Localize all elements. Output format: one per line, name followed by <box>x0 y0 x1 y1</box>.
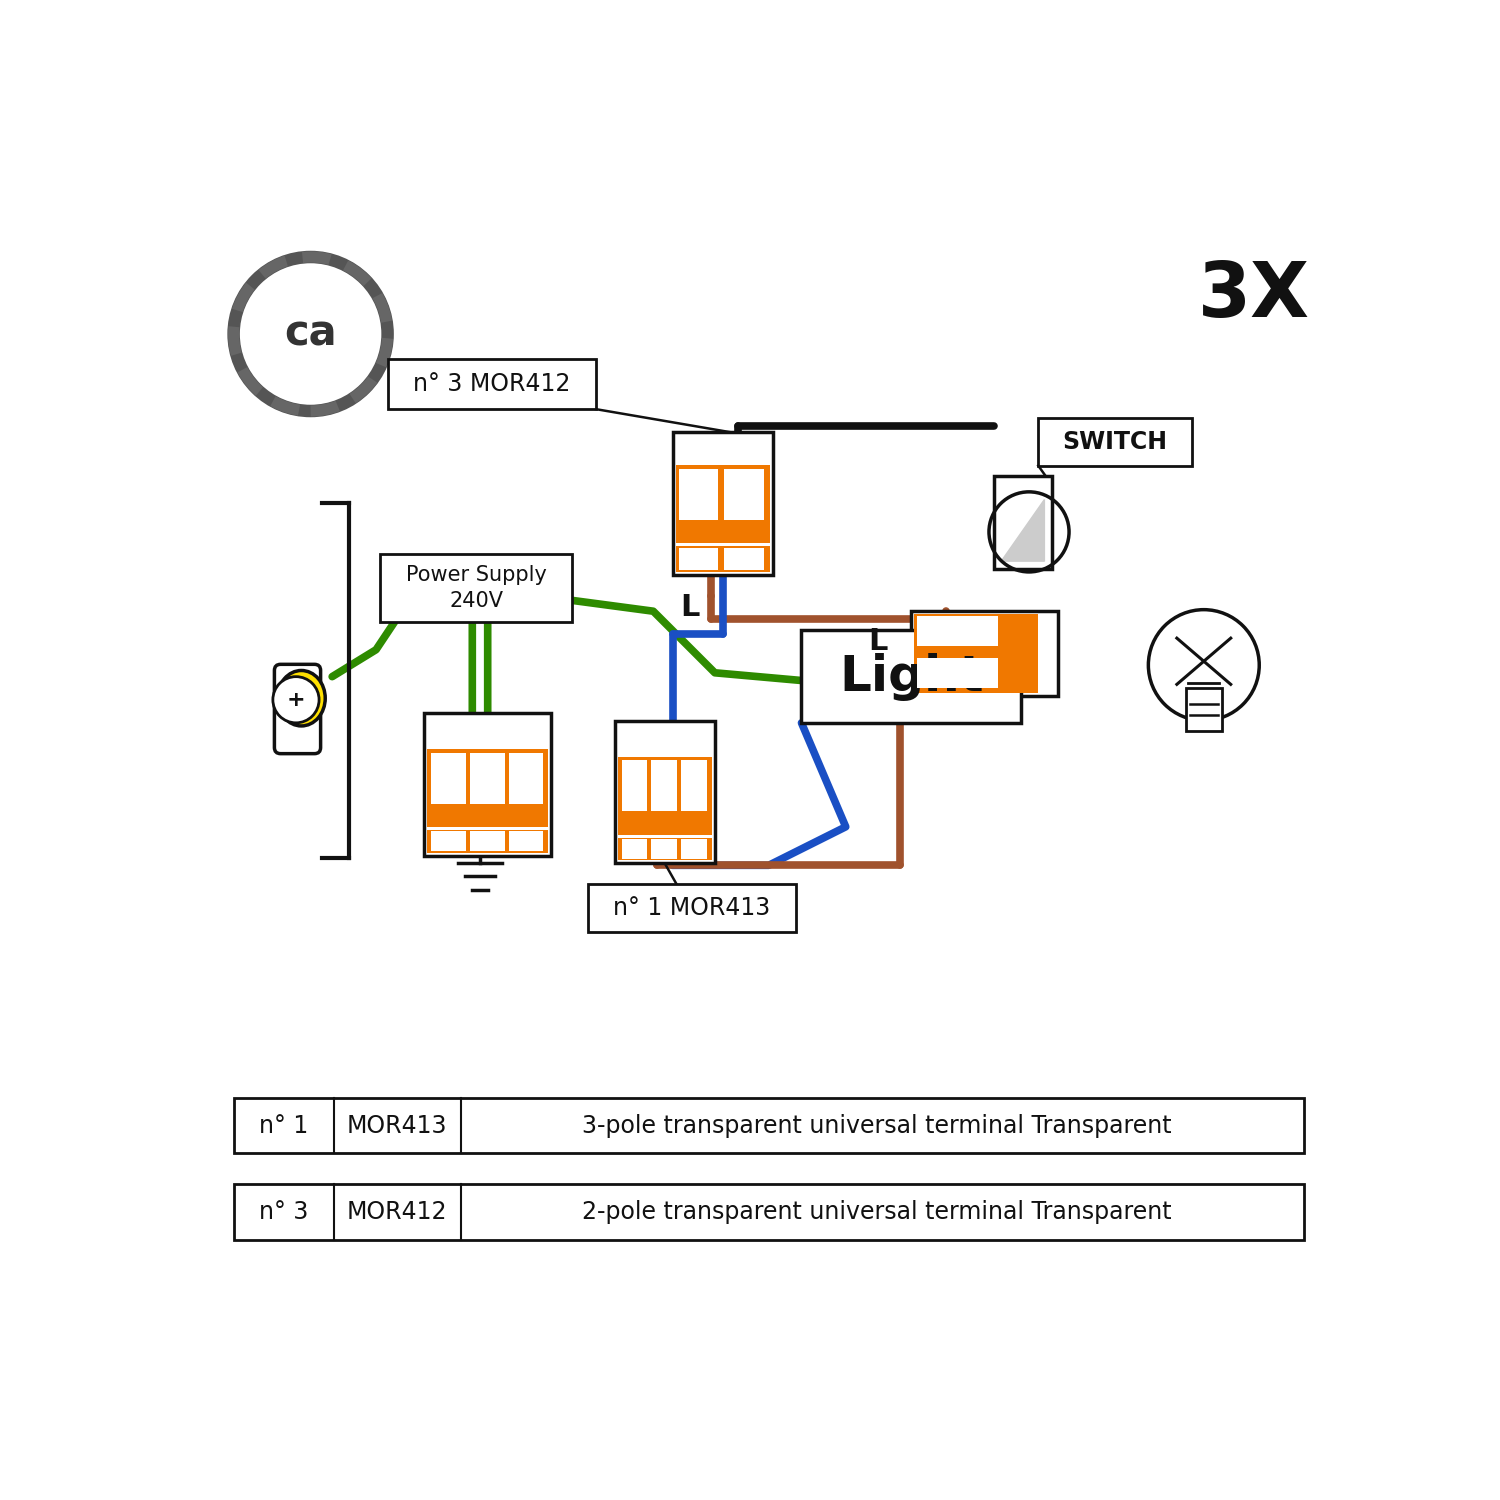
Text: n° 1: n° 1 <box>260 1113 309 1137</box>
FancyBboxPatch shape <box>681 760 706 812</box>
FancyBboxPatch shape <box>424 712 550 855</box>
Text: n° 3 MOR412: n° 3 MOR412 <box>413 372 570 396</box>
FancyBboxPatch shape <box>993 477 1052 568</box>
Text: SWITCH: SWITCH <box>1062 430 1167 454</box>
FancyBboxPatch shape <box>672 432 772 574</box>
FancyBboxPatch shape <box>615 722 716 864</box>
Circle shape <box>243 266 378 402</box>
Text: ca: ca <box>285 314 338 356</box>
Text: Power Supply
240V: Power Supply 240V <box>405 566 546 612</box>
FancyBboxPatch shape <box>509 753 543 804</box>
Text: MOR413: MOR413 <box>346 1113 447 1137</box>
FancyBboxPatch shape <box>427 830 548 852</box>
FancyBboxPatch shape <box>470 753 504 804</box>
FancyBboxPatch shape <box>427 748 548 827</box>
FancyBboxPatch shape <box>234 1098 1304 1154</box>
FancyBboxPatch shape <box>387 358 596 410</box>
Text: 3-pole transparent universal terminal Transparent: 3-pole transparent universal terminal Tr… <box>582 1113 1172 1137</box>
FancyBboxPatch shape <box>910 610 1058 696</box>
Text: Light: Light <box>839 652 984 700</box>
FancyBboxPatch shape <box>234 1184 1304 1239</box>
Text: L: L <box>868 627 888 657</box>
FancyBboxPatch shape <box>470 831 504 850</box>
FancyBboxPatch shape <box>621 839 648 860</box>
Text: n° 1 MOR413: n° 1 MOR413 <box>614 896 771 920</box>
Circle shape <box>273 676 320 723</box>
Text: +: + <box>286 690 306 709</box>
FancyBboxPatch shape <box>1038 615 1053 693</box>
FancyBboxPatch shape <box>618 837 712 861</box>
FancyBboxPatch shape <box>651 760 676 812</box>
FancyBboxPatch shape <box>618 756 712 836</box>
FancyBboxPatch shape <box>918 616 998 646</box>
FancyBboxPatch shape <box>724 548 764 570</box>
Text: n° 3: n° 3 <box>260 1200 309 1224</box>
FancyBboxPatch shape <box>274 664 321 753</box>
FancyBboxPatch shape <box>724 470 764 520</box>
Text: MOR412: MOR412 <box>346 1200 447 1224</box>
FancyBboxPatch shape <box>430 831 466 850</box>
Text: 3X: 3X <box>1198 258 1310 333</box>
FancyBboxPatch shape <box>1038 419 1193 465</box>
FancyBboxPatch shape <box>678 470 718 520</box>
Polygon shape <box>1002 500 1044 561</box>
FancyBboxPatch shape <box>1186 688 1221 730</box>
Text: 2-pole transparent universal terminal Transparent: 2-pole transparent universal terminal Tr… <box>582 1200 1172 1224</box>
FancyBboxPatch shape <box>681 839 706 860</box>
FancyBboxPatch shape <box>588 884 795 932</box>
FancyBboxPatch shape <box>678 548 718 570</box>
FancyBboxPatch shape <box>918 658 998 688</box>
FancyBboxPatch shape <box>380 554 573 622</box>
FancyBboxPatch shape <box>801 630 1022 723</box>
FancyBboxPatch shape <box>651 839 676 860</box>
FancyBboxPatch shape <box>430 753 466 804</box>
Text: L: L <box>680 592 699 622</box>
FancyBboxPatch shape <box>621 760 648 812</box>
FancyBboxPatch shape <box>915 615 1054 693</box>
FancyBboxPatch shape <box>509 831 543 850</box>
Ellipse shape <box>278 670 326 726</box>
FancyBboxPatch shape <box>675 465 770 543</box>
FancyBboxPatch shape <box>675 546 770 572</box>
